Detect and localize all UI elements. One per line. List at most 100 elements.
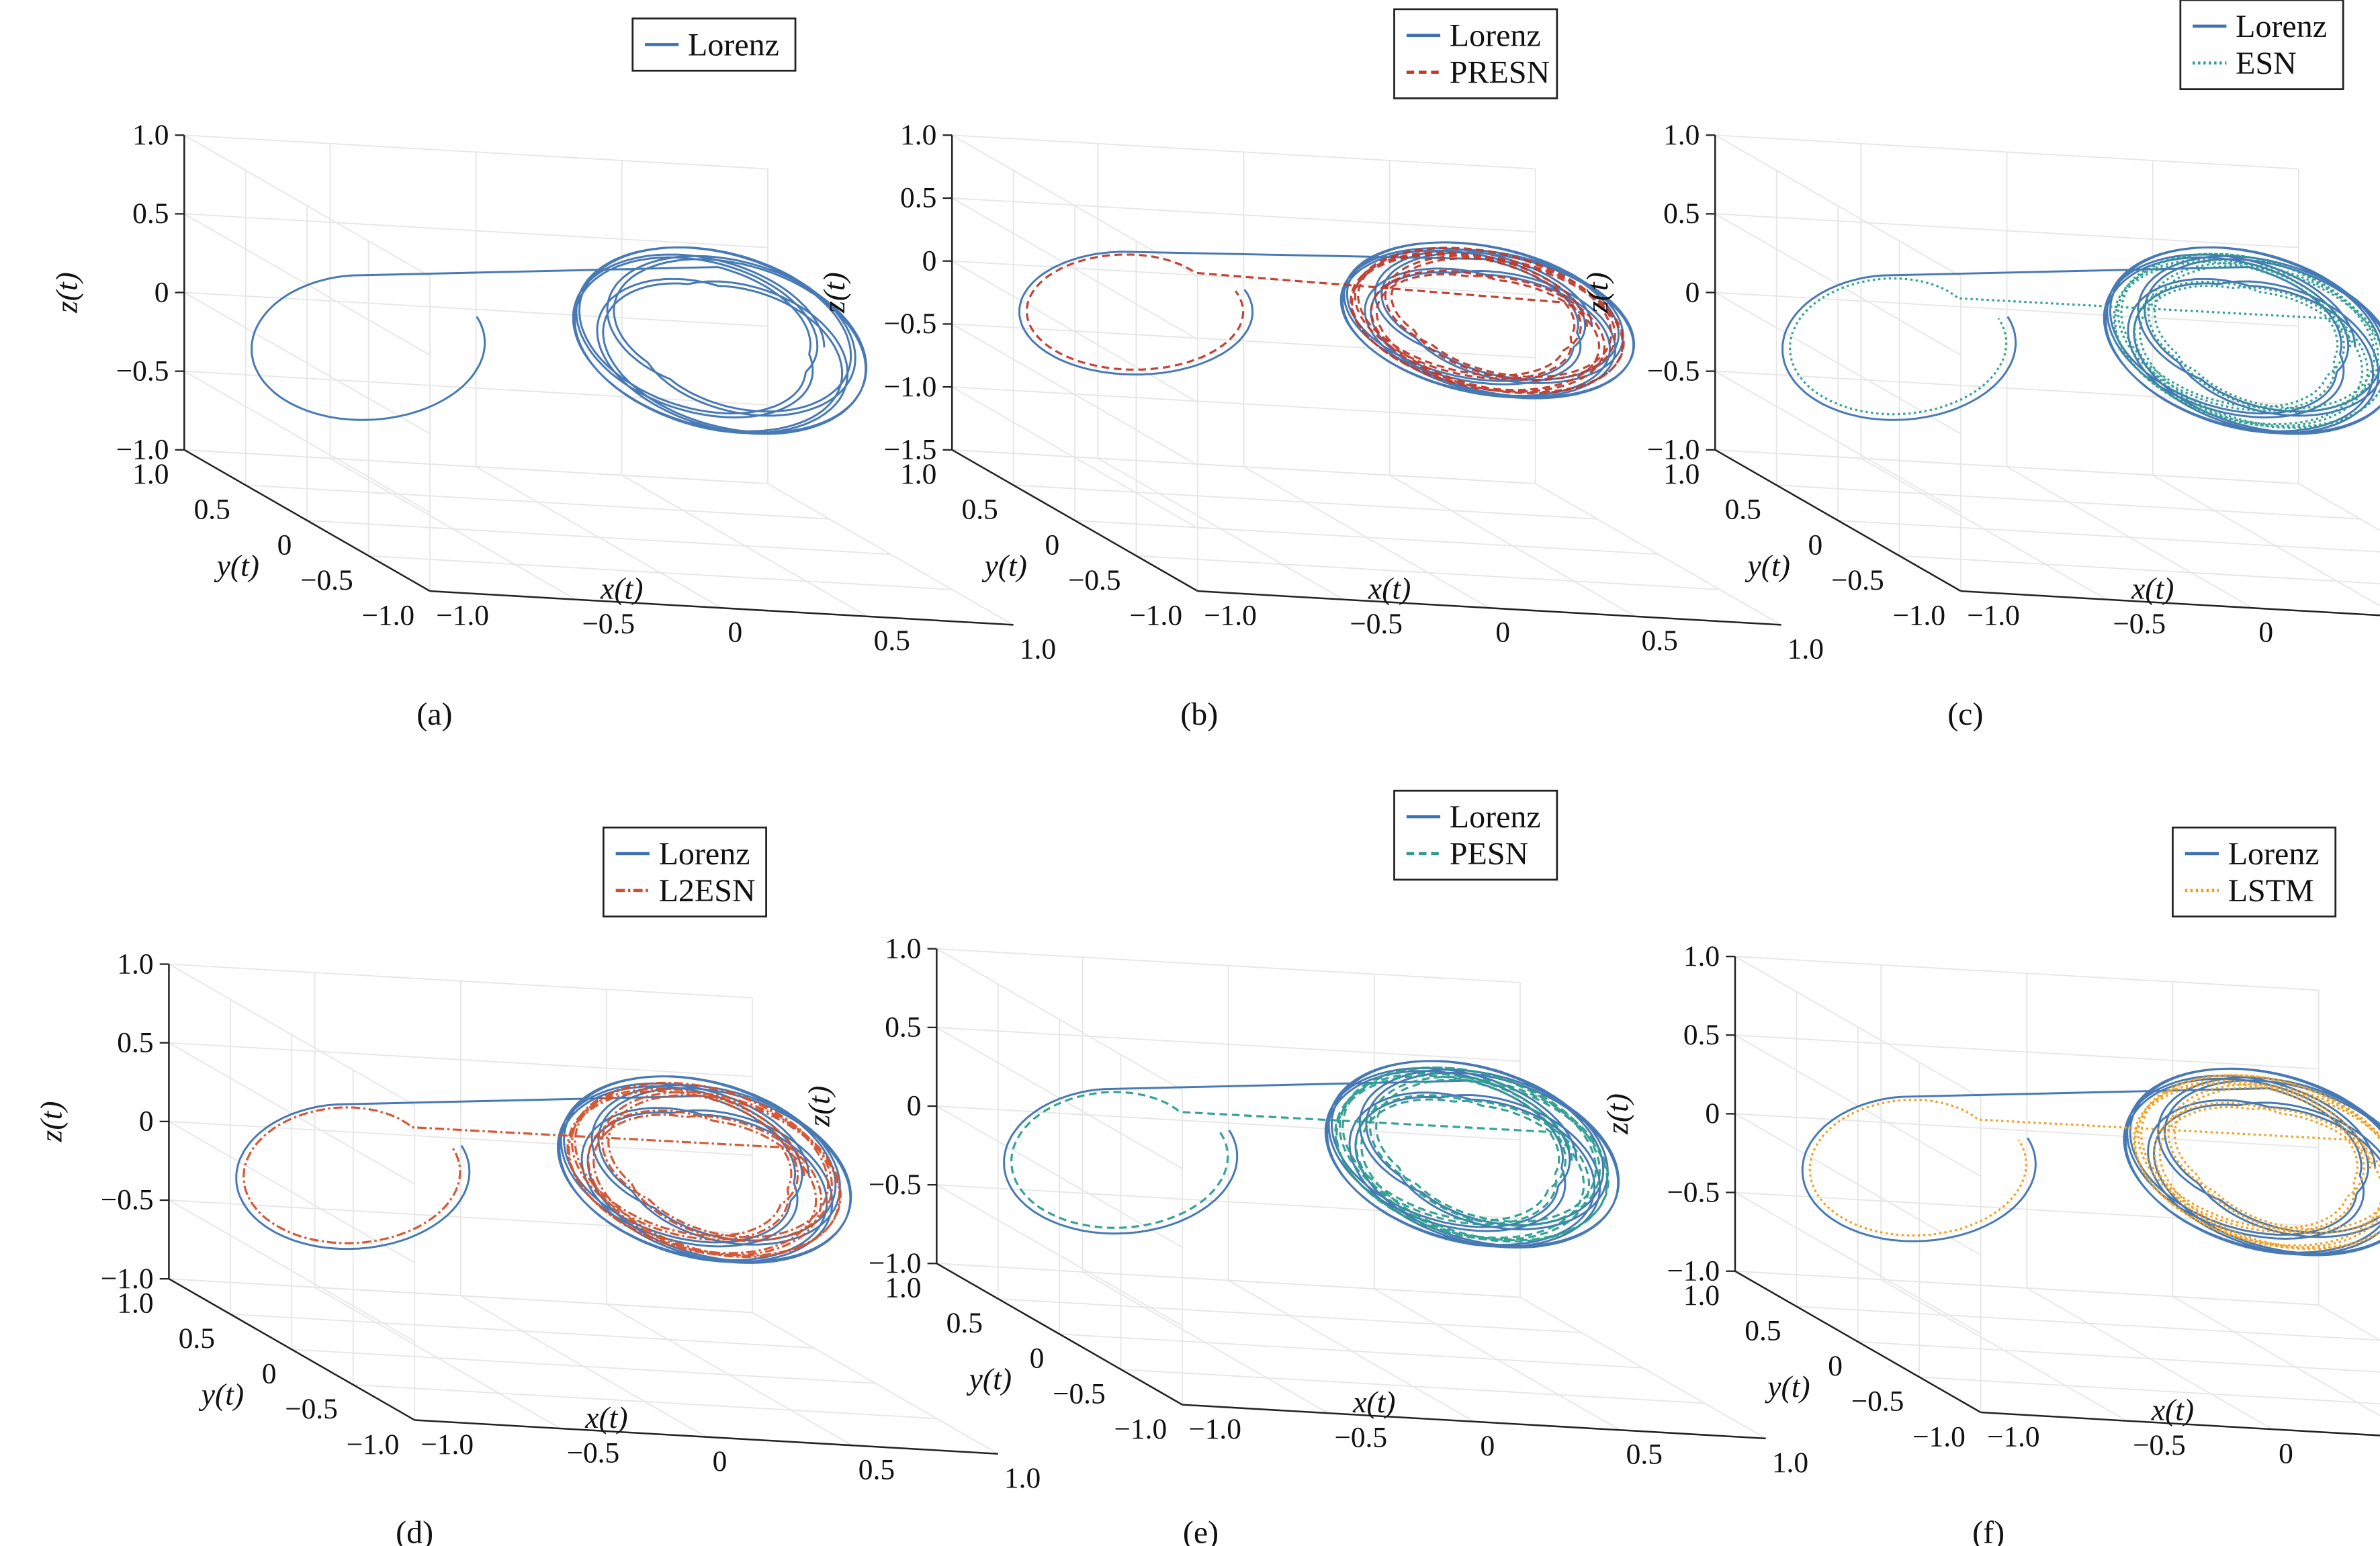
z-tick-label: −0.5 xyxy=(101,1184,154,1216)
z-tick-label: 0 xyxy=(139,1105,154,1138)
panel-caption: (d) xyxy=(396,1514,433,1546)
x-tick-label: 0.5 xyxy=(1642,625,1678,657)
grid-line xyxy=(1919,1376,2380,1405)
legend-box xyxy=(2172,826,2337,918)
series-esn-line xyxy=(1788,253,2380,429)
panel-4: −1.0−0.500.51.0−1.0−0.500.51.0−1.0 −0.5 0 0… xyxy=(801,789,1808,1546)
series-lorenz-line xyxy=(1018,241,1636,400)
x-axis-line xyxy=(1980,1411,2380,1437)
z-tick-label: −1.0 xyxy=(101,1263,154,1295)
grid-line xyxy=(1059,1333,1643,1369)
y-axis-line xyxy=(1714,449,1962,592)
grid-line xyxy=(752,1312,999,1455)
series-pesn-line xyxy=(1010,1066,1610,1243)
grid-line xyxy=(1899,555,2380,584)
z-tick-label: −1.0 xyxy=(1667,1255,1720,1287)
legend-box xyxy=(1393,8,1558,99)
y-axis-line xyxy=(936,1263,1183,1406)
panel-caption: (a) xyxy=(416,696,452,732)
panel-caption: (b) xyxy=(1180,696,1218,732)
x-tick-label: 1.0 xyxy=(1772,1447,1808,1479)
y-tick-label: 1.0 xyxy=(117,1287,153,1319)
x-axis-label: x(t) xyxy=(2151,1392,2194,1426)
z-tick-label: 0.5 xyxy=(1663,197,1700,230)
z-tick-label: 0 xyxy=(1685,276,1700,308)
z-tick-label: −1.0 xyxy=(884,371,937,403)
y-tick-label: −1.0 xyxy=(347,1428,400,1461)
y-tick-label: 0.5 xyxy=(946,1307,983,1339)
z-tick-label: 0 xyxy=(907,1090,922,1122)
x-axis-label: x(t) xyxy=(1368,572,1411,606)
grid-line xyxy=(1519,1296,1767,1439)
x-tick-label: −0.5 xyxy=(1350,608,1403,640)
z-axis-label: z(t) xyxy=(801,1086,836,1128)
series-l2esn-line xyxy=(243,1081,842,1259)
x-tick-label: 0 xyxy=(728,617,742,649)
z-tick-label: 1.0 xyxy=(900,119,936,151)
x-tick-label: −0.5 xyxy=(566,1437,619,1469)
legend-box xyxy=(2179,0,2344,91)
z-tick-label: 0.5 xyxy=(132,197,169,230)
y-tick-label: 0 xyxy=(262,1358,277,1390)
x-tick-label: 0 xyxy=(713,1445,728,1477)
x-axis-line xyxy=(429,590,1014,626)
x-tick-label: 0.5 xyxy=(874,625,910,657)
grid-line xyxy=(1838,520,2380,553)
y-axis-label: y(t) xyxy=(981,548,1026,582)
y-axis-label: y(t) xyxy=(214,548,259,582)
series-lorenz-line xyxy=(1801,1067,2380,1257)
z-tick-label: 0.5 xyxy=(900,182,936,214)
y-tick-label: 1.0 xyxy=(900,458,936,490)
grid-line xyxy=(1535,483,1781,626)
grid-line xyxy=(2318,1304,2380,1341)
x-tick-label: −0.5 xyxy=(1334,1421,1387,1453)
y-tick-label: 1.0 xyxy=(132,458,169,490)
panel-0: −1.0−0.500.51.0−1.0−0.500.51.0−1.0 −0.5 0 0… xyxy=(49,17,1056,732)
grid-line xyxy=(353,1383,937,1420)
x-tick-label: 0 xyxy=(1495,617,1510,649)
z-tick-label: 1.0 xyxy=(1683,940,1720,972)
grid-line xyxy=(1075,520,1659,555)
x-tick-label: −1.0 xyxy=(1967,599,2020,631)
x-tick-label: 0 xyxy=(2258,617,2273,649)
x-axis-label: x(t) xyxy=(1352,1385,1395,1419)
z-tick-label: 1.0 xyxy=(132,119,169,151)
panel-5: −1.0−0.500.51.0−1.0−0.500.51.0−1.0−0.500… xyxy=(1600,826,2380,1546)
x-tick-label: 0 xyxy=(1481,1430,1495,1462)
series-lorenz-line xyxy=(251,246,868,435)
x-tick-label: 1.0 xyxy=(1004,1462,1041,1494)
y-tick-label: −0.5 xyxy=(300,564,353,596)
x-tick-label: 0 xyxy=(2279,1437,2293,1469)
z-tick-label: −1.0 xyxy=(116,434,169,466)
legend-box xyxy=(602,826,767,918)
series-lstm-line xyxy=(1808,1074,2380,1251)
legend-label: Lorenz xyxy=(2236,9,2327,44)
z-tick-label: 1.0 xyxy=(885,932,921,964)
series-lorenz-line xyxy=(235,1075,852,1264)
z-tick-label: −0.5 xyxy=(884,308,937,340)
y-tick-label: −0.5 xyxy=(1068,564,1121,596)
grid-line xyxy=(1389,474,1636,617)
grid-line xyxy=(2172,1295,2380,1416)
grid-line xyxy=(1120,1369,1705,1404)
y-axis-label: y(t) xyxy=(967,1362,1012,1396)
y-tick-label: −1.0 xyxy=(1892,599,1945,631)
series-presn-line xyxy=(1025,246,1625,395)
panel-caption: (e) xyxy=(1183,1514,1219,1546)
y-axis-line xyxy=(951,449,1198,592)
legend-label: L2ESN xyxy=(659,873,756,909)
x-axis-line xyxy=(1197,590,1781,626)
y-tick-label: 1.0 xyxy=(1663,458,1700,490)
x-tick-label: 0.5 xyxy=(1626,1439,1663,1471)
z-tick-label: 0.5 xyxy=(117,1026,153,1058)
y-tick-label: 0.5 xyxy=(194,494,230,526)
x-axis-label: x(t) xyxy=(600,572,643,606)
grid-line xyxy=(767,483,1014,626)
series-lorenz-line xyxy=(1781,246,2380,435)
legend-label: PESN xyxy=(1450,836,1528,872)
x-axis-line xyxy=(1960,590,2380,617)
